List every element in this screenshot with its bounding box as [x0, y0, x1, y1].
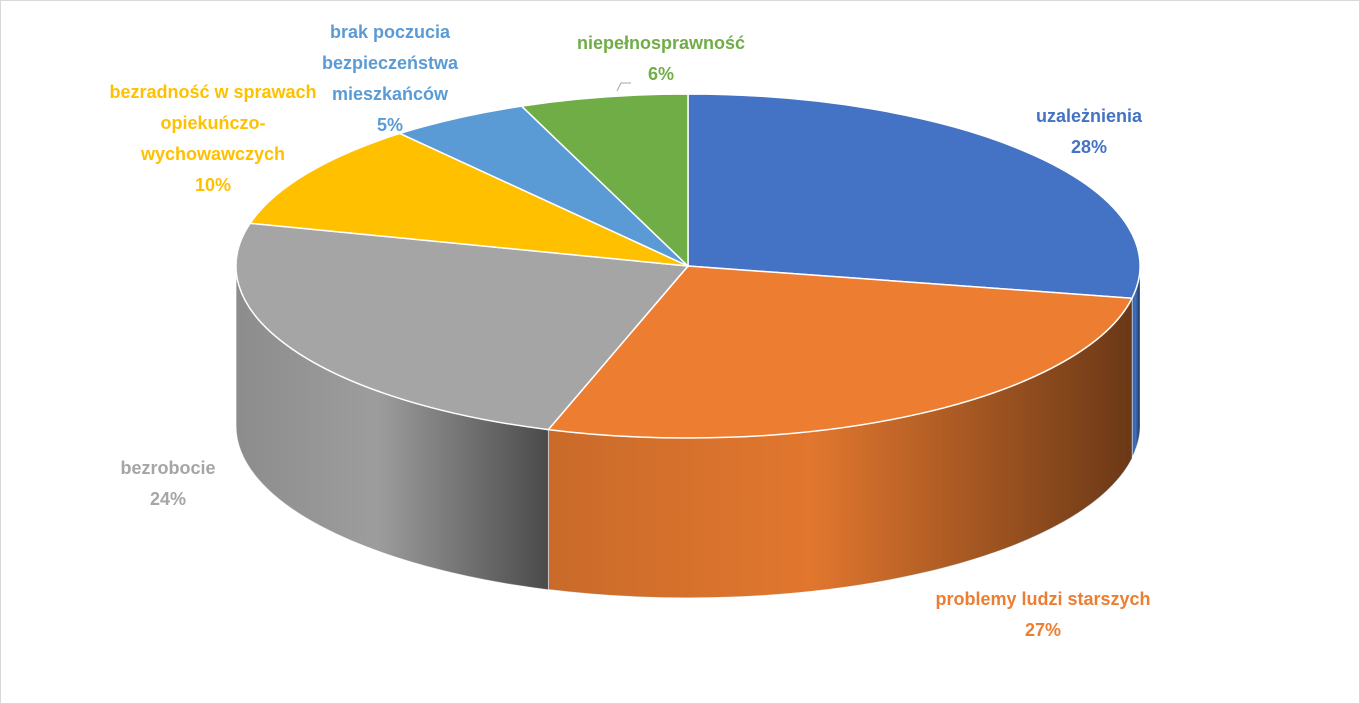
value-label: 6%	[647, 64, 674, 84]
category-label: niepełnosprawność	[576, 33, 746, 53]
slice-side-shade	[236, 266, 549, 590]
data-label: uzależnienia 28%	[989, 101, 1189, 163]
category-label: brak poczucia bezpieczeństwa mieszkańców	[321, 22, 459, 104]
value-label: 27%	[1024, 620, 1062, 640]
slice	[397, 105, 689, 267]
value-label: 24%	[149, 489, 187, 509]
slice	[519, 93, 689, 268]
data-label: brak poczucia bezpieczeństwa mieszkańców…	[295, 17, 485, 141]
slice	[235, 222, 690, 431]
data-label: bezrobocie 24%	[88, 453, 248, 515]
category-label: bezrobocie	[120, 458, 216, 478]
slice	[687, 93, 1141, 300]
value-label: 28%	[1070, 137, 1108, 157]
value-label: 10%	[194, 175, 232, 195]
slice	[248, 132, 689, 267]
data-label: niepełnosprawność 6%	[531, 28, 791, 90]
slice	[546, 265, 1134, 439]
category-label: problemy ludzi starszych	[935, 589, 1151, 609]
slice-side-shade	[1131, 266, 1140, 459]
data-label: bezradność w sprawach opiekuńczo-wychowa…	[93, 77, 333, 201]
data-label: problemy ludzi starszych 27%	[928, 584, 1158, 646]
category-label: uzależnienia	[1035, 106, 1143, 126]
value-label: 5%	[376, 115, 403, 135]
category-label: bezradność w sprawach opiekuńczo-wychowa…	[109, 82, 317, 164]
leader-line	[616, 82, 631, 92]
slice-side-shade	[548, 298, 1132, 599]
